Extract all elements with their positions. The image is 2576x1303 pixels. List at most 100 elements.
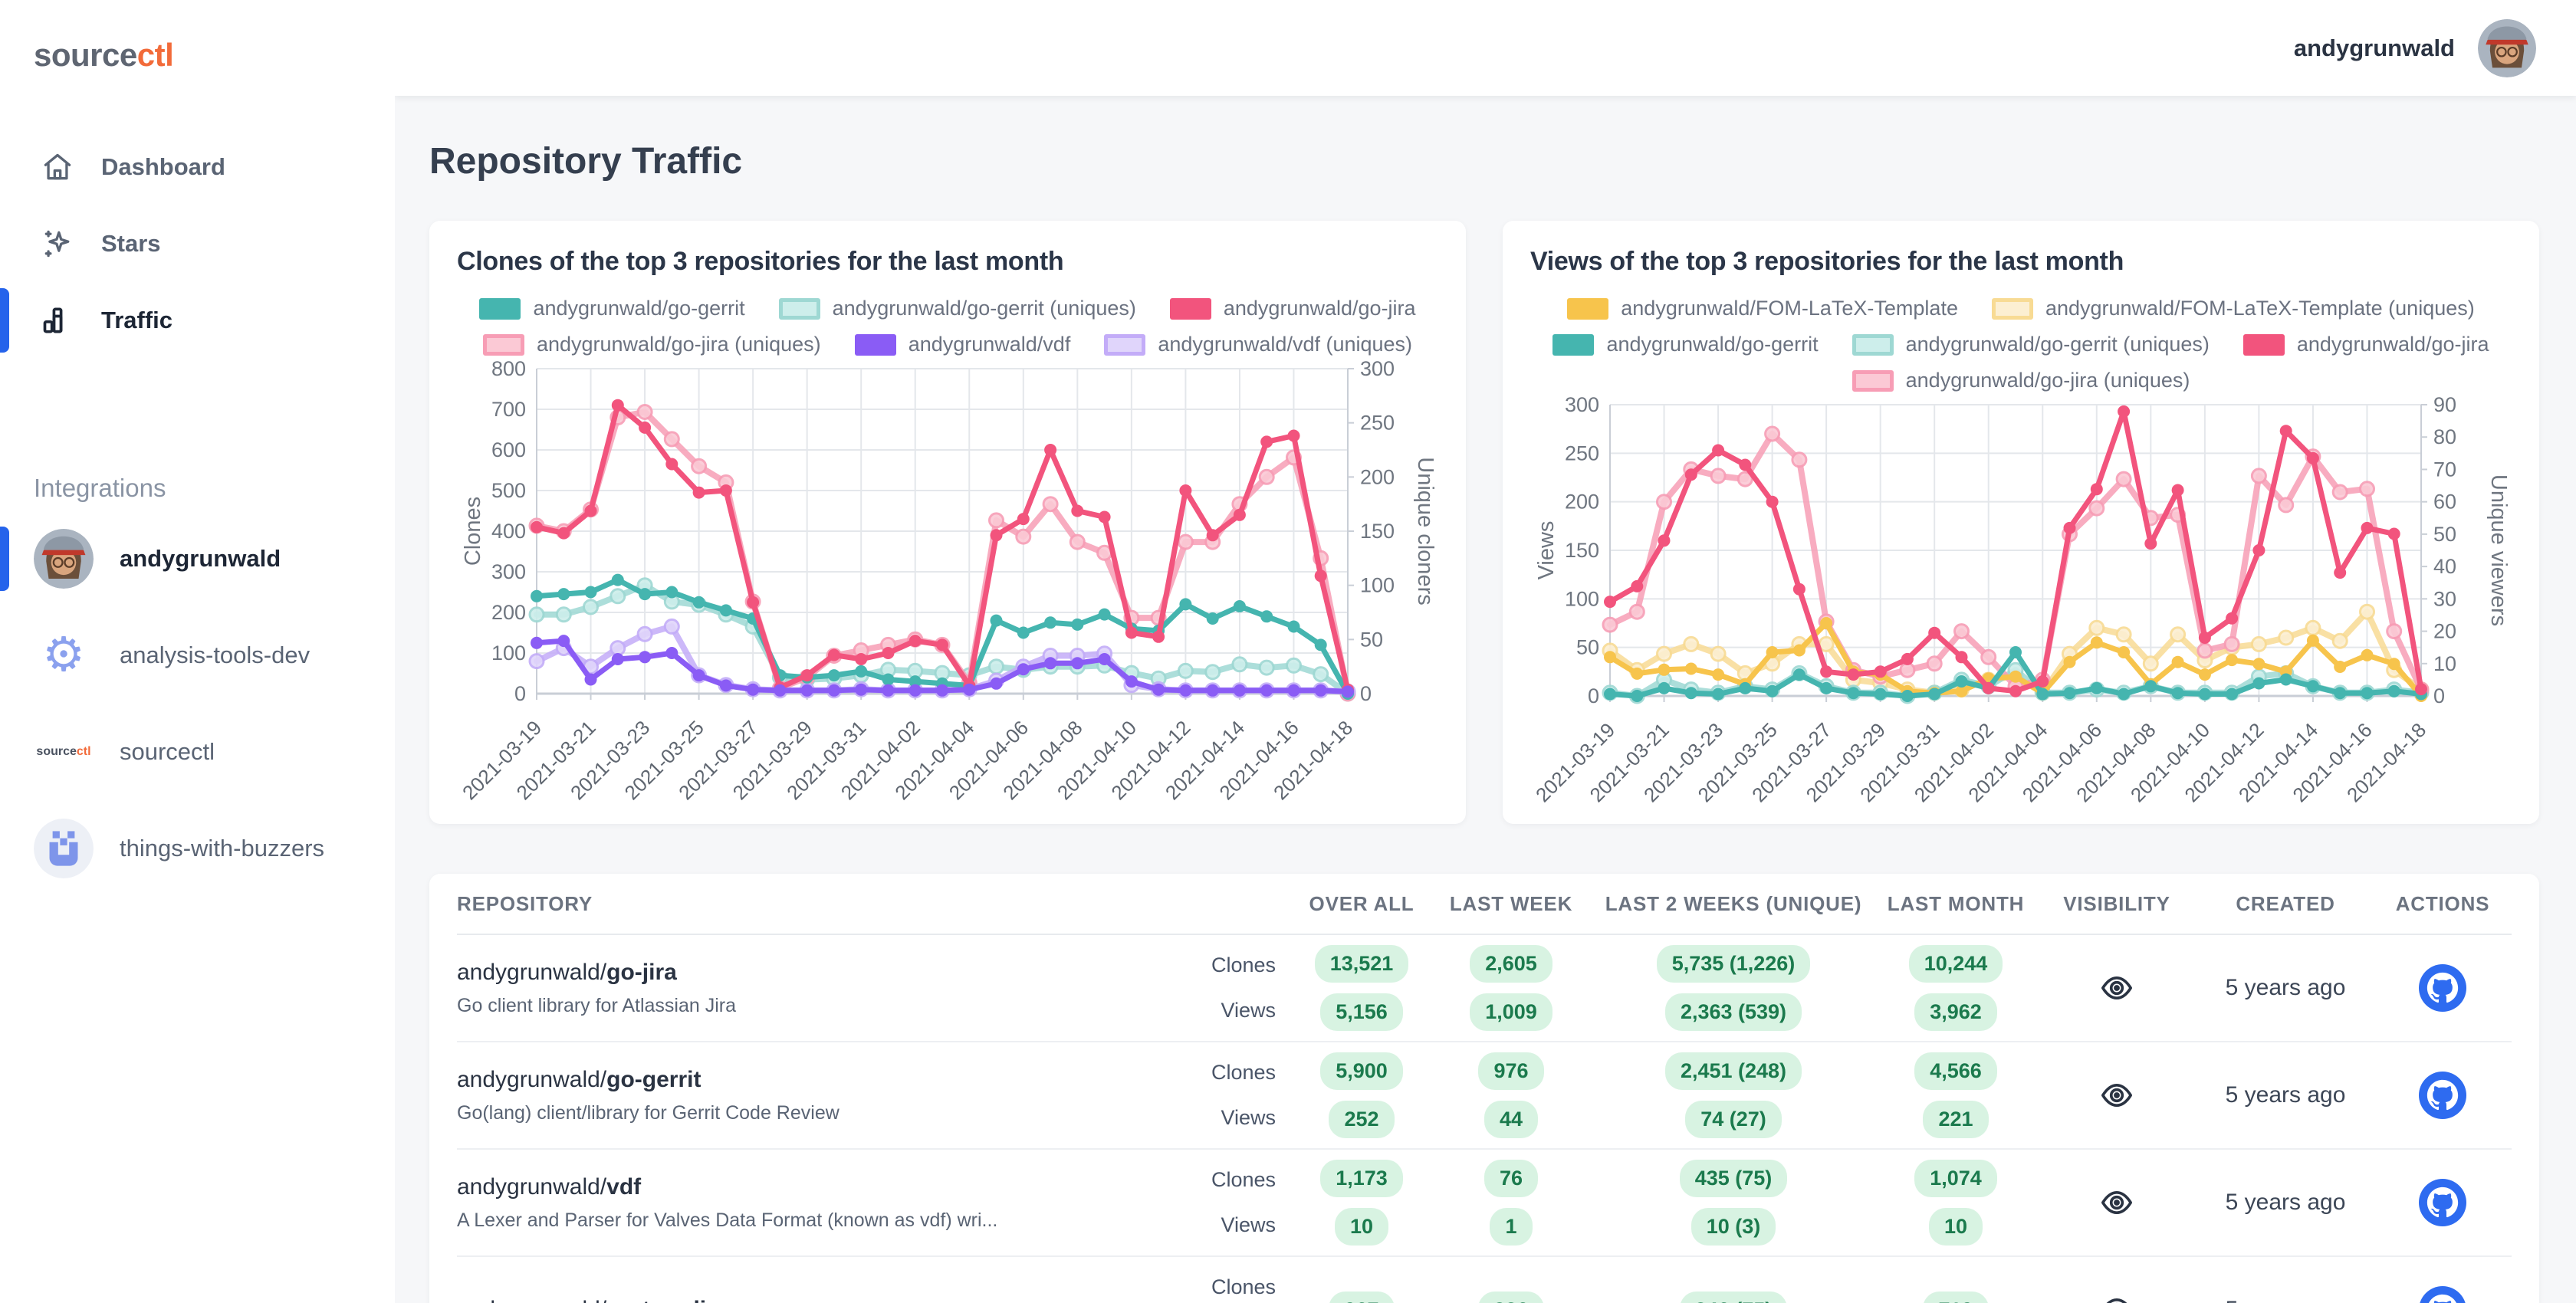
integration-label: sourcectl <box>120 738 215 765</box>
legend-swatch <box>1104 333 1146 356</box>
repo-cell: andygrunwald/go-gerrit Go(lang) client/li… <box>457 1067 1201 1124</box>
views-chart-title: Views of the top 3 repositories for the … <box>1530 247 2124 276</box>
legend-swatch <box>1169 297 1211 320</box>
sidebar-item-label: Stars <box>101 230 161 257</box>
user-avatar[interactable] <box>2478 18 2536 77</box>
repo-name[interactable]: andygrunwald/go-trending <box>457 1297 1201 1303</box>
logo-text-source: source <box>34 37 137 73</box>
legend-item[interactable]: andygrunwald/vdf (uniques) <box>1104 333 1412 356</box>
sidebar-item-dashboard[interactable]: Dashboard <box>0 129 395 205</box>
metric-values-cell: 976 44 <box>1431 1052 1592 1138</box>
legend-item[interactable]: andygrunwald/go-jira <box>2242 333 2489 356</box>
legend-label: andygrunwald/FOM-LaTeX-Template <box>1621 297 1958 320</box>
clones-badge: 346 (75) <box>1679 1291 1788 1303</box>
repository-table-card: REPOSITORY OVER ALL LAST WEEK LAST 2 WEEKS … <box>429 874 2539 1303</box>
views-badge: 1,009 <box>1470 993 1552 1031</box>
legend-item[interactable]: andygrunwald/go-jira (uniques) <box>1852 369 2190 392</box>
svg-text:300: 300 <box>491 560 526 583</box>
legend-label: andygrunwald/FOM-LaTeX-Template (uniques… <box>2045 297 2475 320</box>
legend-item[interactable]: andygrunwald/go-gerrit (uniques) <box>778 297 1136 320</box>
views-chart: 0501001502002503000102030405060708090202… <box>1531 393 2511 806</box>
github-link-icon[interactable] <box>2374 1179 2512 1226</box>
legend-item[interactable]: andygrunwald/go-gerrit <box>479 297 745 320</box>
svg-text:500: 500 <box>491 479 526 502</box>
visibility-eye-icon[interactable] <box>2036 970 2197 1006</box>
svg-text:300: 300 <box>1565 393 1599 416</box>
sidebar-item-traffic[interactable]: Traffic <box>0 282 395 359</box>
repo-description: Go(lang) client/library for Gerrit Code … <box>457 1101 840 1124</box>
legend-label: andygrunwald/vdf (uniques) <box>1158 333 1413 356</box>
metric-values-cell: 336 <box>1431 1291 1592 1303</box>
column-header: LAST WEEK <box>1449 891 1573 915</box>
views-badge: 10 <box>1928 1208 1983 1246</box>
legend-swatch <box>1991 297 2033 320</box>
main-nav: Dashboard Stars Traffic <box>0 129 395 359</box>
svg-text:10: 10 <box>2433 652 2456 675</box>
clones-badge: 13,521 <box>1314 945 1409 983</box>
legend-label: andygrunwald/vdf <box>908 333 1071 356</box>
svg-text:70: 70 <box>2433 458 2456 481</box>
repo-description: Go client library for Atlassian Jira <box>457 994 737 1016</box>
column-header: LAST 2 WEEKS (UNIQUE) <box>1605 891 1862 915</box>
clones-chart: 0 100 200 300 400 500 600 700 800 0 50 100 150 200 250… <box>458 357 1438 804</box>
visibility-eye-icon[interactable] <box>2036 1292 2197 1303</box>
created-date: 5 years ago <box>2225 975 2346 1000</box>
integration-andygrunwald[interactable]: andygrunwald <box>0 510 395 607</box>
views-badge: 252 <box>1329 1101 1395 1138</box>
clones-chart-legend: andygrunwald/go-gerrit andygrunwald/go-ge… <box>457 297 1438 356</box>
legend-item[interactable]: andygrunwald/go-jira <box>1169 297 1416 320</box>
legend-swatch <box>1567 297 1609 320</box>
table-row: andygrunwald/go-jira Go client library fo… <box>457 935 2512 1042</box>
clones-badge: 76 <box>1484 1160 1539 1197</box>
sidebar-item-stars[interactable]: Stars <box>0 205 395 282</box>
created-date: 5 years ago <box>2225 1082 2346 1108</box>
views-chart-legend: andygrunwald/FOM-LaTeX-Template andygrunw… <box>1530 297 2512 392</box>
integration-sourcectl[interactable]: sourcectl sourcectl <box>0 704 395 800</box>
legend-item[interactable]: andygrunwald/FOM-LaTeX-Template (uniques… <box>1991 297 2475 320</box>
bar-chart-icon <box>40 303 75 338</box>
svg-text:200: 200 <box>1565 491 1599 514</box>
repo-name[interactable]: andygrunwald/vdf <box>457 1173 642 1200</box>
app-logo[interactable]: sourcectl <box>0 0 395 74</box>
clones-badge: 435 (75) <box>1679 1160 1788 1197</box>
table-row: andygrunwald/go-gerrit Go(lang) client/li… <box>457 1042 2512 1150</box>
metric-values-cell: 2,605 1,009 <box>1431 945 1592 1031</box>
metric-label: Views <box>1221 1213 1276 1236</box>
clones-chart-title: Clones of the top 3 repositories for the… <box>457 247 1064 276</box>
visibility-eye-icon[interactable] <box>2036 1078 2197 1113</box>
table-header: REPOSITORY OVER ALL LAST WEEK LAST 2 WEEKS … <box>457 874 2512 935</box>
table-row: andygrunwald/go-trendingClonesViews 967 33… <box>457 1257 2512 1303</box>
clones-badge: 2,451 (248) <box>1664 1052 1802 1090</box>
repo-name[interactable]: andygrunwald/go-jira <box>457 959 677 985</box>
repo-name[interactable]: andygrunwald/go-gerrit <box>457 1066 702 1092</box>
svg-text:250: 250 <box>1360 412 1395 435</box>
legend-item[interactable]: andygrunwald/vdf <box>854 333 1071 356</box>
github-link-icon[interactable] <box>2374 964 2512 1012</box>
metric-values-cell: 10,244 3,962 <box>1875 945 2036 1031</box>
github-link-icon[interactable] <box>2374 1286 2512 1303</box>
github-link-icon[interactable] <box>2374 1072 2512 1119</box>
svg-text:700: 700 <box>491 398 526 421</box>
clones-badge: 4,566 <box>1914 1052 1997 1090</box>
legend-item[interactable]: andygrunwald/go-gerrit <box>1552 333 1819 356</box>
svg-text:50: 50 <box>1360 628 1383 651</box>
svg-text:100: 100 <box>1565 587 1599 610</box>
visibility-eye-icon[interactable] <box>2036 1185 2197 1220</box>
legend-item[interactable]: andygrunwald/go-gerrit (uniques) <box>1852 333 2210 356</box>
metric-values-cell: 1,074 10 <box>1875 1160 2036 1246</box>
metric-label: Clones <box>1211 953 1276 976</box>
integration-analysis-tools-dev[interactable]: ⚙ analysis-tools-dev <box>0 607 395 704</box>
metric-values-cell: 13,521 5,156 <box>1293 945 1431 1031</box>
logo-text-ctl: ctl <box>136 37 174 73</box>
sidebar-item-label: Dashboard <box>101 153 225 180</box>
legend-label: andygrunwald/go-gerrit <box>1606 333 1819 356</box>
integration-things-with-buzzers[interactable]: things-with-buzzers <box>0 800 395 897</box>
svg-text:0: 0 <box>1360 682 1372 705</box>
svg-text:250: 250 <box>1565 441 1599 464</box>
created-date: 5 years ago <box>2197 1297 2374 1303</box>
metric-values-cell: 1,173 10 <box>1293 1160 1431 1246</box>
legend-item[interactable]: andygrunwald/go-jira (uniques) <box>482 333 821 356</box>
legend-item[interactable]: andygrunwald/FOM-LaTeX-Template <box>1567 297 1958 320</box>
views-badge: 3,962 <box>1914 993 1997 1031</box>
